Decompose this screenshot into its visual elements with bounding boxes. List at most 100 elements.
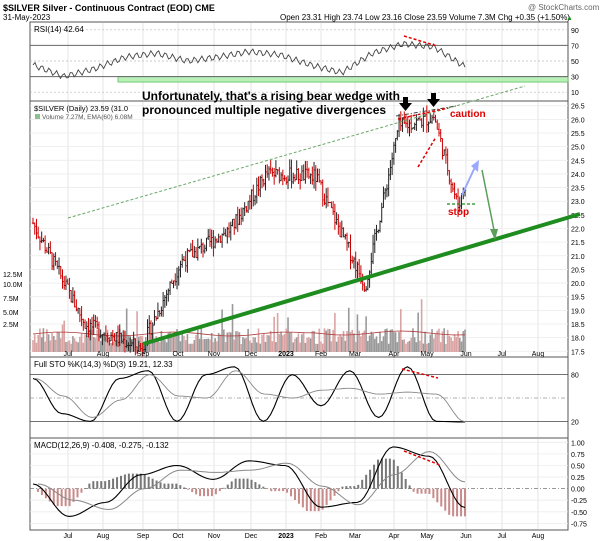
volume-bar bbox=[200, 328, 203, 352]
x-axis-labels-bottom: Jul Aug Sep Oct Nov Dec 2023 Feb Mar Apr May Jun Jul… bbox=[64, 533, 545, 540]
x-axis-label: May bbox=[420, 533, 434, 540]
volume-bar bbox=[84, 334, 86, 352]
macd-histogram-bar bbox=[400, 472, 403, 489]
rsi-tick-label: 70 bbox=[571, 43, 579, 50]
volume-bar bbox=[380, 341, 383, 352]
rising-dashed-trendline bbox=[67, 85, 526, 219]
macd-histogram-bar bbox=[301, 488, 304, 508]
volume-bar bbox=[271, 341, 274, 352]
volume-bar bbox=[375, 336, 378, 352]
volume-bar bbox=[358, 330, 360, 352]
volume-bar bbox=[297, 333, 300, 352]
volume-bar bbox=[372, 333, 374, 352]
price-tick-label: 19.0 bbox=[571, 308, 585, 315]
macd-histogram-bar bbox=[151, 478, 154, 489]
macd-histogram-bar bbox=[365, 474, 368, 489]
volume-bar bbox=[46, 329, 48, 352]
volume-bar bbox=[65, 341, 67, 352]
volume-bar bbox=[224, 342, 227, 352]
volume-bar bbox=[384, 329, 386, 352]
volume-bar bbox=[51, 333, 53, 352]
macd-histogram-bar bbox=[341, 486, 344, 489]
x-axis-label: Mar bbox=[349, 351, 362, 358]
volume-bar bbox=[49, 340, 52, 352]
volume-bar bbox=[235, 331, 237, 352]
volume-bar bbox=[209, 339, 211, 352]
volume-bar bbox=[446, 329, 449, 352]
macd-histogram-bar bbox=[420, 488, 423, 494]
macd-tick-label: 0.25 bbox=[571, 475, 585, 482]
macd-histogram-bar bbox=[214, 488, 217, 495]
macd-histogram-bar bbox=[52, 488, 55, 505]
volume-bar bbox=[79, 336, 81, 352]
x-axis-label: Sep bbox=[137, 351, 150, 358]
volume-bar bbox=[158, 342, 161, 352]
volume-bar bbox=[155, 336, 157, 352]
macd-histogram-bar bbox=[448, 488, 451, 515]
price-tick-label: 24.0 bbox=[571, 172, 585, 179]
macd-histogram-bar bbox=[286, 488, 289, 493]
volume-bar bbox=[439, 342, 442, 352]
volume-bar bbox=[403, 339, 406, 352]
macd-tick-label: 0.50 bbox=[571, 463, 585, 470]
volume-bar bbox=[179, 341, 182, 352]
price-tick-label: 18.5 bbox=[571, 322, 585, 329]
volume-bar bbox=[302, 332, 305, 352]
volume-bar bbox=[105, 337, 107, 352]
volume-bar bbox=[349, 331, 352, 352]
volume-bar bbox=[314, 343, 317, 352]
rsi-tick-label: 10 bbox=[571, 90, 579, 97]
volume-bar bbox=[410, 337, 413, 352]
volume-bar bbox=[226, 332, 229, 352]
x-axis-label: Nov bbox=[208, 533, 221, 540]
panel-frames bbox=[29, 21, 569, 531]
volume-bar bbox=[58, 332, 60, 352]
x-axis-label: Dec bbox=[245, 351, 258, 358]
volume-bar bbox=[422, 343, 425, 352]
volume-bar bbox=[70, 343, 72, 352]
macd-histogram-bar bbox=[408, 485, 411, 489]
macd-histogram-bar bbox=[246, 478, 249, 489]
price-bars bbox=[31, 105, 467, 357]
macd-histogram-bar bbox=[440, 488, 443, 507]
sto-k-line bbox=[32, 366, 465, 423]
volume-bar bbox=[401, 339, 404, 352]
volume-bar bbox=[75, 341, 78, 352]
macd-histogram-bar bbox=[112, 478, 115, 489]
macd-histogram-bar bbox=[119, 475, 122, 489]
macd-histogram-bar bbox=[250, 479, 253, 489]
volume-bars bbox=[32, 299, 466, 352]
macd-histogram-bar bbox=[345, 486, 348, 489]
volume-bar bbox=[379, 331, 381, 352]
rsi-tick-label: 90 bbox=[571, 28, 579, 35]
macd-histogram-bar bbox=[353, 486, 356, 489]
volume-bar bbox=[285, 328, 288, 352]
volume-bar bbox=[396, 342, 399, 352]
volume-bar bbox=[112, 342, 114, 352]
macd-histogram-bar bbox=[147, 476, 150, 489]
price-tick-label: 25.5 bbox=[571, 131, 585, 138]
volume-bar bbox=[181, 333, 184, 352]
volume-bar bbox=[405, 343, 407, 352]
volume-bar bbox=[464, 329, 466, 352]
volume-bar bbox=[351, 329, 354, 352]
volume-bar bbox=[424, 331, 426, 352]
volume-bar bbox=[203, 339, 206, 352]
macd-histogram-bar bbox=[48, 488, 51, 502]
volume-bar bbox=[164, 339, 166, 352]
volume-bar bbox=[68, 340, 71, 352]
volume-bar bbox=[217, 333, 220, 352]
rsi-support-band bbox=[117, 76, 569, 83]
macd-histogram-bar bbox=[60, 488, 63, 507]
x-axis-label: Jun bbox=[460, 351, 471, 358]
volume-bar bbox=[150, 342, 152, 352]
x-axis-labels-price: Jul Aug Sep Oct Nov Dec 2023 Feb Mar Apr May Jun Jul… bbox=[64, 351, 545, 358]
macd-histogram-bar bbox=[92, 481, 95, 489]
macd-histogram-bar bbox=[396, 466, 399, 489]
volume-bar bbox=[438, 328, 440, 352]
x-axis-label: Oct bbox=[173, 533, 184, 540]
volume-ema-line bbox=[32, 330, 466, 337]
volume-bar bbox=[236, 331, 239, 352]
x-axis-label: Mar bbox=[349, 533, 362, 540]
